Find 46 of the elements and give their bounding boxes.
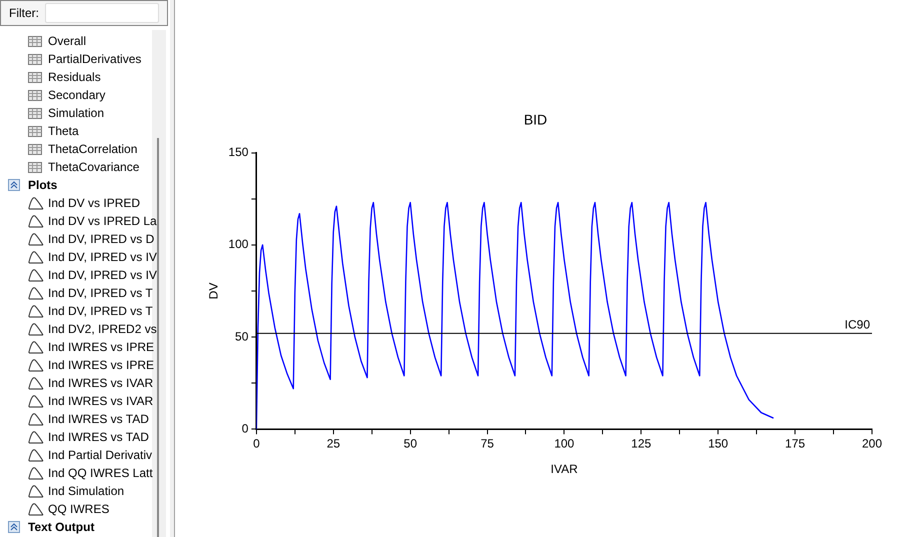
text: Ind DV, IPRED vs T [48, 286, 153, 300]
text: PartialDerivatives [48, 52, 142, 66]
x-tick-label: 125 [631, 436, 652, 451]
text: Simulation [48, 106, 104, 120]
y-tick-label: 100 [228, 237, 249, 252]
text: Ind DV vs IPRED [48, 196, 140, 210]
x-tick-label: 200 [862, 436, 882, 451]
text: Ind QQ IWRES Latt [48, 466, 153, 480]
text: ThetaCovariance [48, 160, 140, 174]
text: Ind IWRES vs TAD [48, 412, 149, 426]
x-tick-label: 75 [480, 436, 494, 451]
x-tick-label: 50 [404, 436, 418, 451]
text: Overall [48, 34, 86, 48]
text: Ind DV, IPRED vs IV [48, 250, 157, 264]
text: Filter: [9, 6, 39, 20]
text: Ind Simulation [48, 484, 124, 498]
text: ThetaCorrelation [48, 142, 138, 156]
text: Ind IWRES vs IPRE [48, 358, 154, 372]
y-tick-label: 50 [235, 329, 249, 344]
chart-title: BID [524, 111, 548, 128]
x-tick-label: 100 [554, 436, 575, 451]
text: Theta [48, 124, 79, 138]
text: Ind Partial Derivativ [48, 448, 152, 462]
text: Ind IWRES vs IVAR [48, 376, 154, 390]
text: Ind DV, IPRED vs IV [48, 268, 157, 282]
x-tick-label: 25 [326, 436, 340, 451]
text: Residuals [48, 70, 101, 84]
y-tick-label: 150 [228, 145, 249, 160]
text: Ind IWRES vs IVAR [48, 394, 154, 408]
text: QQ IWRES [48, 502, 110, 516]
text: Ind IWRES vs IPRE [48, 340, 154, 354]
text: Ind DV, IPRED vs D [48, 232, 154, 246]
text: Ind DV, IPRED vs T [48, 304, 153, 318]
text: Ind IWRES vs TAD [48, 430, 149, 444]
x-tick-label: 0 [253, 436, 260, 451]
text: Secondary [48, 88, 106, 102]
y-tick-label: 0 [242, 422, 249, 436]
x-axis-title: IVAR [550, 462, 578, 476]
text: Plots [28, 178, 58, 192]
x-tick-label: 150 [708, 436, 728, 451]
text: Text Output [28, 520, 94, 534]
y-axis-title: DV [206, 282, 221, 300]
text: Ind DV vs IPRED La [48, 214, 157, 228]
text: Ind DV2, IPRED2 vs [48, 322, 157, 336]
ref-line-label: IC90 [844, 318, 870, 332]
x-tick-label: 175 [785, 436, 806, 451]
